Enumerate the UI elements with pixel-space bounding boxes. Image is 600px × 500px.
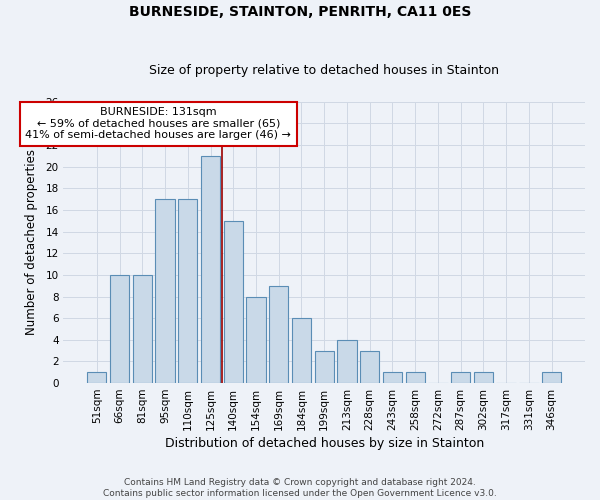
Text: Contains HM Land Registry data © Crown copyright and database right 2024.
Contai: Contains HM Land Registry data © Crown c…	[103, 478, 497, 498]
Bar	[224, 221, 243, 383]
Bar	[269, 286, 289, 383]
Bar	[451, 372, 470, 383]
Bar	[383, 372, 402, 383]
Bar	[110, 275, 129, 383]
Bar	[292, 318, 311, 383]
Bar	[337, 340, 356, 383]
Bar	[314, 350, 334, 383]
Text: BURNESIDE: 131sqm
← 59% of detached houses are smaller (65)
41% of semi-detached: BURNESIDE: 131sqm ← 59% of detached hous…	[25, 107, 291, 140]
Bar	[155, 199, 175, 383]
X-axis label: Distribution of detached houses by size in Stainton: Distribution of detached houses by size …	[164, 437, 484, 450]
Bar	[133, 275, 152, 383]
Bar	[178, 199, 197, 383]
Bar	[360, 350, 379, 383]
Bar	[247, 296, 266, 383]
Bar	[542, 372, 561, 383]
Bar	[87, 372, 106, 383]
Bar	[201, 156, 220, 383]
Text: BURNESIDE, STAINTON, PENRITH, CA11 0ES: BURNESIDE, STAINTON, PENRITH, CA11 0ES	[129, 5, 471, 19]
Bar	[474, 372, 493, 383]
Y-axis label: Number of detached properties: Number of detached properties	[25, 150, 38, 336]
Title: Size of property relative to detached houses in Stainton: Size of property relative to detached ho…	[149, 64, 499, 77]
Bar	[406, 372, 425, 383]
